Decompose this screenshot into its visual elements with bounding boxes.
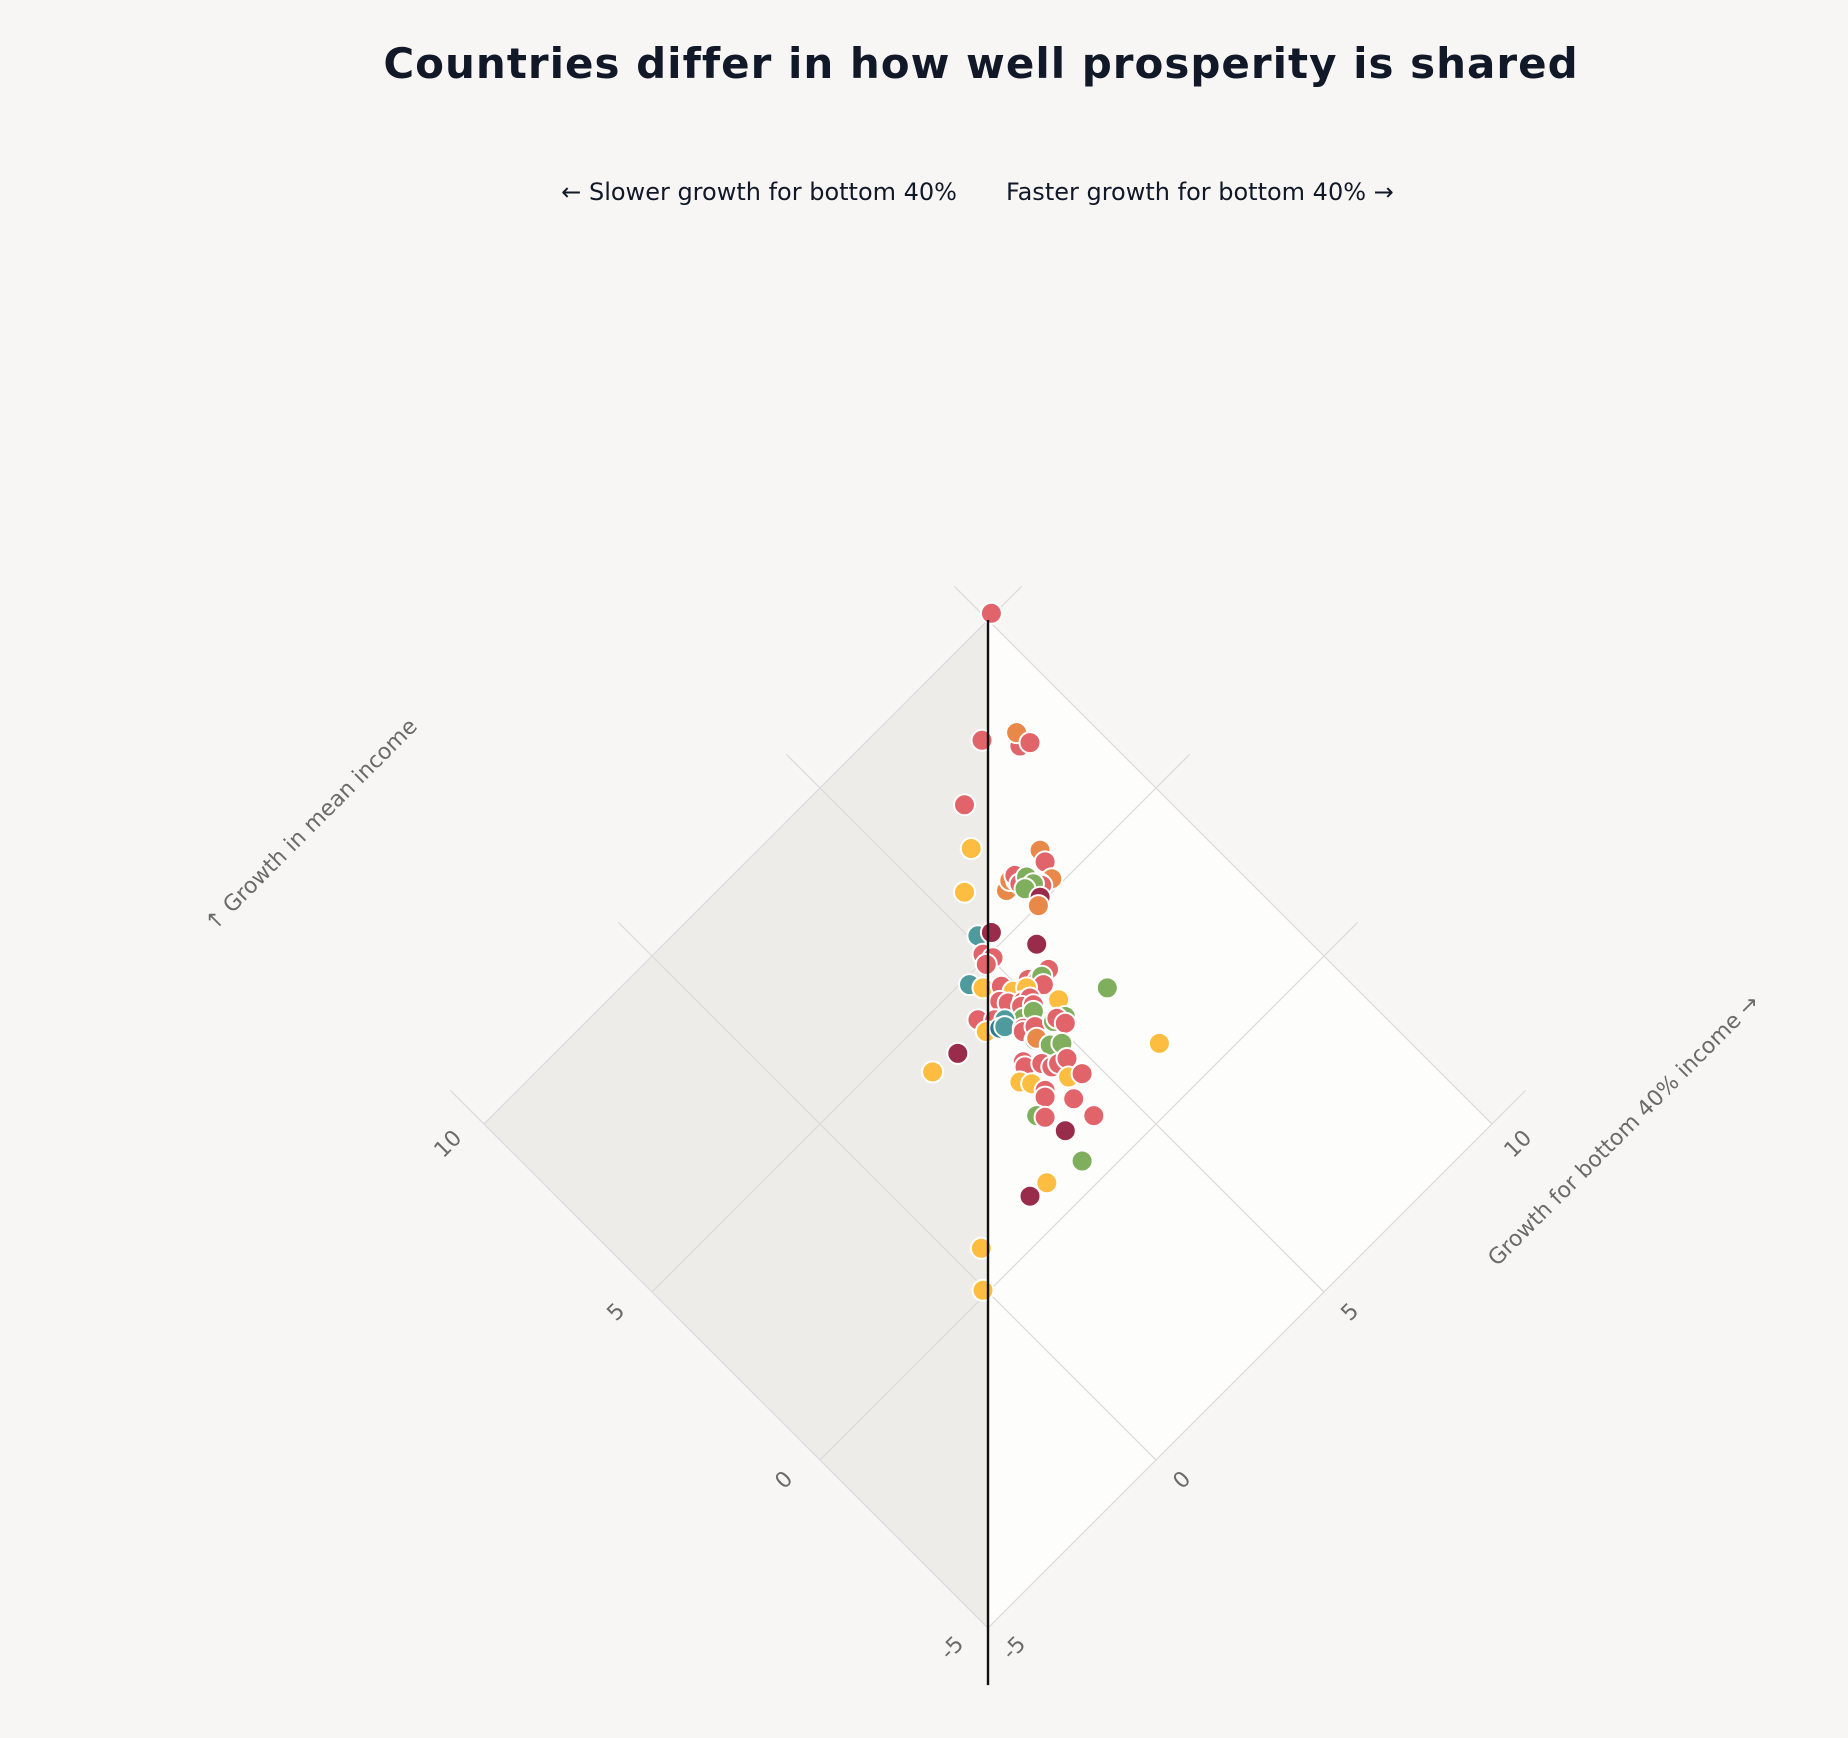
data-point-89 — [1018, 1184, 1042, 1208]
data-point-4 — [1018, 731, 1042, 755]
data-points — [921, 601, 1171, 1302]
gridline-y-10 — [483, 585, 1023, 1125]
right-direction-label: Faster growth for bottom 40% → — [1006, 178, 1394, 206]
plot-background — [484, 620, 1492, 1628]
y-tick-label-0: 0 — [771, 1467, 799, 1495]
x-tick-label--5: -5 — [998, 1632, 1031, 1665]
gridline-x--5 — [449, 1089, 989, 1629]
y-tick-label-5: 5 — [603, 1299, 631, 1327]
gridline-x-10 — [953, 585, 1493, 1125]
data-point-91 — [969, 1236, 993, 1260]
data-point-0 — [979, 601, 1003, 625]
y-tick-label--5: -5 — [936, 1632, 969, 1665]
data-point-5 — [953, 793, 976, 817]
gridline-y--5 — [987, 1089, 1527, 1629]
x-tick-label-10: 10 — [1500, 1126, 1537, 1163]
data-point-24 — [979, 921, 1003, 944]
data-point-22 — [1026, 894, 1050, 918]
gridline-x-0 — [617, 921, 1157, 1461]
x-tick-label-0: 0 — [1169, 1467, 1197, 1495]
data-point-28 — [974, 952, 998, 976]
data-point-61 — [1053, 1011, 1077, 1035]
gridline-y-0 — [819, 921, 1359, 1461]
data-point-90 — [971, 1278, 995, 1302]
data-point-80 — [1070, 1062, 1094, 1086]
data-point-83 — [1095, 976, 1119, 1000]
shade-faster-region — [988, 620, 1492, 1628]
grid-lines — [449, 585, 1527, 1629]
data-point-79 — [1062, 1087, 1086, 1111]
data-point-84 — [1053, 1119, 1077, 1143]
data-point-88 — [1035, 1171, 1059, 1195]
left-direction-label: ← Slower growth for bottom 40% — [561, 178, 957, 206]
x-axis-title: Growth for bottom 40% income → — [1484, 990, 1765, 1271]
data-point-86 — [1147, 1031, 1171, 1055]
data-point-65 — [921, 1060, 945, 1084]
x-tick-label-5: 5 — [1337, 1299, 1365, 1327]
data-point-87 — [1070, 1149, 1094, 1173]
data-point-7 — [953, 880, 976, 904]
data-point-6 — [959, 837, 983, 860]
y-tick-label-10: 10 — [430, 1126, 467, 1163]
data-point-85 — [1082, 1104, 1106, 1128]
data-point-1 — [970, 728, 994, 752]
data-point-82 — [1033, 1105, 1057, 1129]
gridline-y-5 — [651, 753, 1191, 1293]
chart-title: Countries differ in how well prosperity … — [383, 39, 1578, 88]
y-axis-title: ↑ Growth in mean income — [201, 714, 423, 936]
data-point-64 — [946, 1041, 970, 1065]
shade-slower-region — [484, 620, 988, 1628]
data-point-25 — [1025, 932, 1049, 956]
